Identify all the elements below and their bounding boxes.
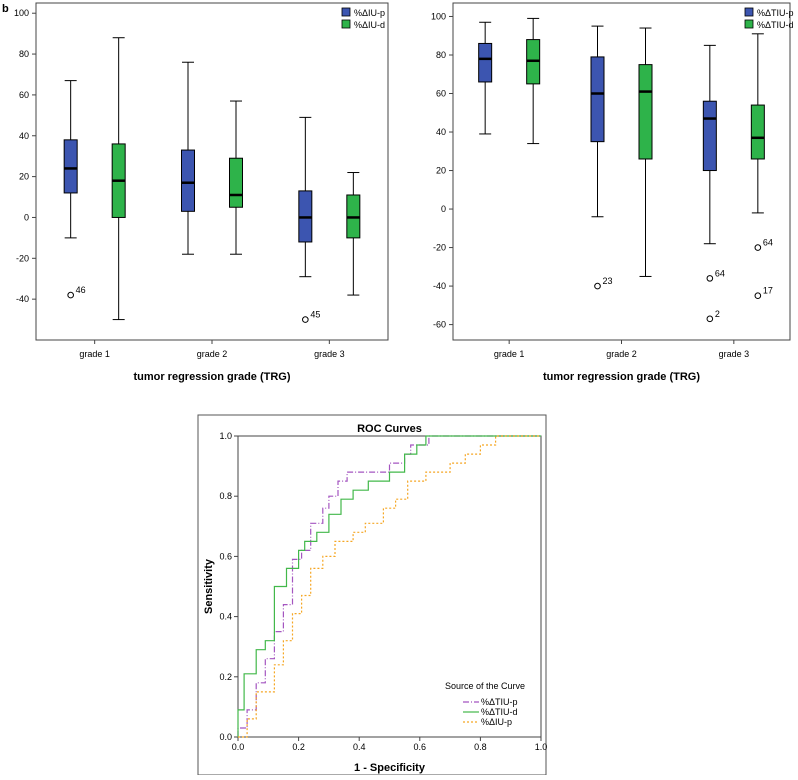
plot-frame: [237, 435, 542, 738]
y-tick-label: -20: [433, 243, 446, 253]
legend-label: %ΔTIU-p: [757, 8, 794, 18]
legend-swatch: [341, 7, 351, 17]
roc-curve: [237, 435, 541, 737]
outlier-label: 46: [76, 285, 86, 295]
x-tick-label: 0.6: [414, 742, 427, 752]
y-tick-label: 20: [436, 166, 446, 176]
roc-curves: ROC Curves 0.0 0.2 0.4 0.6 0.8 1.0 0.0 0.2 0.4 0.6…: [197, 414, 548, 776]
x-tick-label: 0.0: [232, 742, 245, 752]
outlier-label: 45: [310, 310, 320, 320]
box: [590, 56, 605, 143]
x-axis-title: tumor regression grade (TRG): [543, 371, 700, 383]
y-tick-label: 0: [24, 212, 29, 222]
x-tick-label: grade 2: [197, 349, 228, 359]
y-tick-label: 80: [436, 50, 446, 60]
box: [63, 139, 78, 194]
outlier-point: [706, 315, 714, 323]
outlier-label: 23: [603, 276, 613, 286]
legend-label: %ΔIU-d: [354, 20, 385, 30]
box: [181, 149, 195, 212]
outlier-point: [302, 316, 309, 323]
box: [638, 64, 653, 160]
y-tick-label: 0.4: [219, 612, 232, 622]
panel-label: b: [2, 3, 9, 15]
x-tick-label: 1.0: [535, 742, 548, 752]
outlier-point: [706, 275, 714, 282]
y-tick-label: 0.2: [219, 672, 232, 682]
x-tick-label: grade 1: [494, 349, 525, 359]
x-tick-label: 0.2: [292, 742, 305, 752]
legend-label: %ΔTIU-d: [481, 707, 518, 717]
outlier-point: [754, 292, 762, 300]
y-tick-label: 60: [19, 90, 29, 100]
legend-swatch: [744, 19, 754, 29]
x-tick-label: 0.8: [474, 742, 487, 752]
y-tick-label: -20: [16, 253, 29, 263]
y-tick-label: 0.6: [219, 551, 232, 561]
outlier-point: [754, 244, 762, 251]
y-tick-label: -60: [433, 320, 446, 330]
y-tick-label: 0: [441, 204, 446, 214]
y-tick-label: 40: [19, 131, 29, 141]
legend-swatch: [341, 19, 351, 29]
plot-frame: [35, 2, 389, 341]
y-tick-label: 80: [19, 49, 29, 59]
y-tick-label: 0.8: [219, 491, 232, 501]
outlier-point: [594, 282, 601, 290]
y-tick-label: 100: [14, 8, 29, 18]
x-axis-title: tumor regression grade (TRG): [133, 371, 290, 383]
box: [750, 104, 765, 160]
legend-label: %ΔTIU-d: [757, 20, 794, 30]
legend-label: %ΔIU-p: [481, 717, 512, 727]
box: [702, 100, 717, 172]
x-tick-label: grade 3: [314, 349, 345, 359]
box: [478, 42, 493, 83]
chart-title: ROC Curves: [357, 423, 422, 435]
plot-frame: [452, 2, 791, 341]
y-tick-label: 100: [431, 11, 446, 21]
legend-title: Source of the Curve: [445, 681, 525, 691]
x-axis-title: 1 - Specificity: [354, 762, 426, 774]
y-tick-label: -40: [433, 281, 446, 291]
boxplot-tiu: -60 -40 -20 0 20 40 60 80 100 grade 1 grade 2 grade…: [431, 2, 794, 383]
roc-curve: [237, 435, 541, 737]
y-tick-label: 20: [19, 172, 29, 182]
y-tick-label: 60: [436, 89, 446, 99]
y-tick-label: 1.0: [219, 431, 232, 441]
legend-swatch: [744, 7, 754, 17]
legend-label: %ΔTIU-p: [481, 697, 518, 707]
x-tick-label: grade 1: [79, 349, 110, 359]
outlier-label: 64: [715, 268, 725, 278]
x-tick-label: grade 2: [606, 349, 637, 359]
y-tick-label: -40: [16, 294, 29, 304]
y-tick-label: 0.0: [219, 732, 232, 742]
roc-curve: [238, 435, 541, 738]
outlier-label: 2: [715, 309, 720, 319]
x-tick-label: 0.4: [353, 742, 366, 752]
boxplot-iu: -40 -20 0 20 40 60 80 100 grade 1 grade 2 grade 3 t…: [14, 2, 389, 383]
legend-label: %ΔIU-p: [354, 8, 385, 18]
y-tick-label: 40: [436, 127, 446, 137]
outlier-label: 64: [763, 238, 773, 248]
y-axis-title: Sensitivity: [203, 558, 215, 614]
outlier-label: 17: [763, 286, 773, 296]
x-tick-label: grade 3: [719, 349, 750, 359]
outlier-point: [67, 291, 74, 299]
box: [229, 157, 243, 208]
